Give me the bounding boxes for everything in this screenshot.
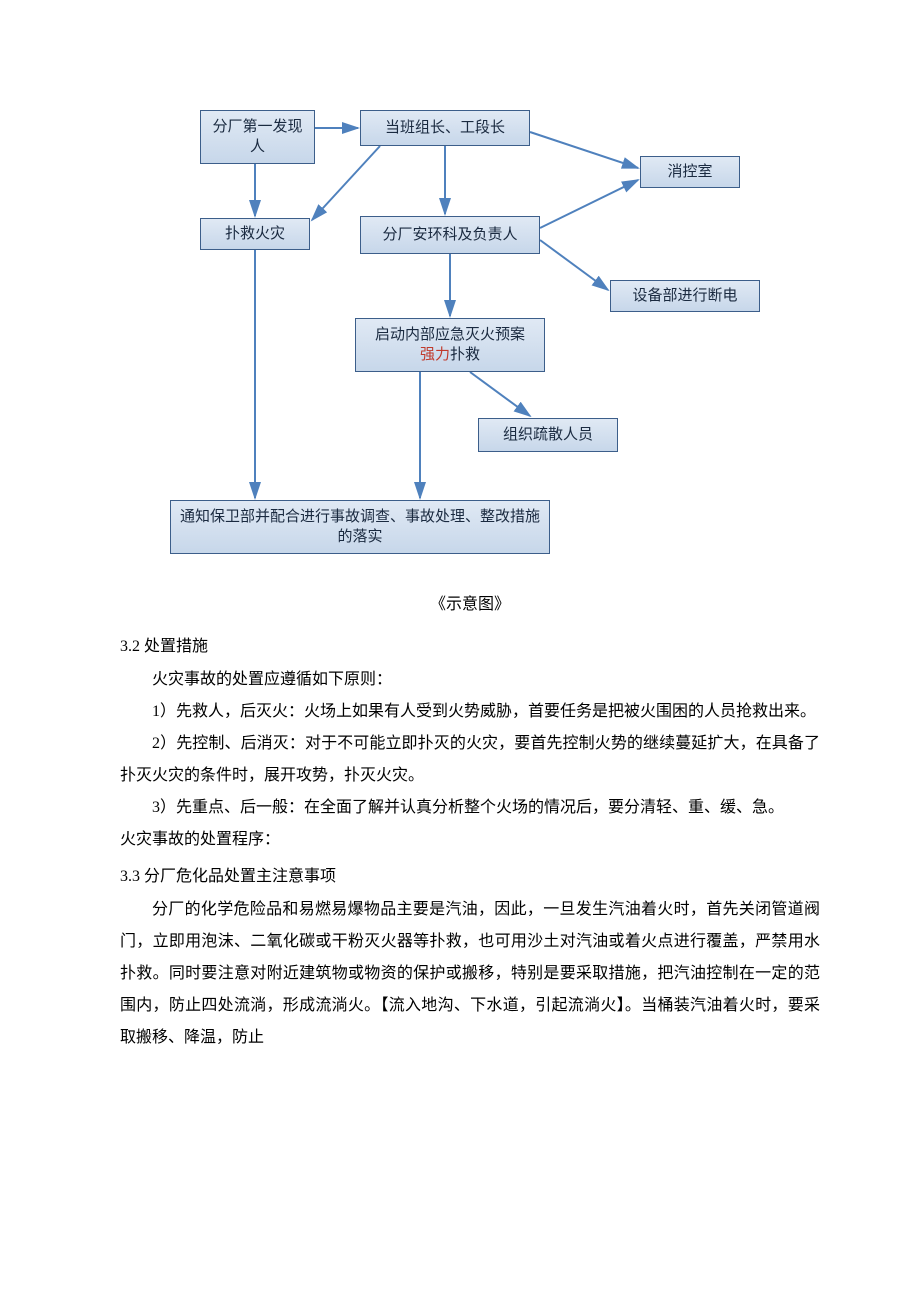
node-shift-leader: 当班组长、工段长 <box>360 110 530 146</box>
node-label: 组织疏散人员 <box>503 425 593 445</box>
flowchart-caption: 《示意图》 <box>120 590 820 614</box>
node-label: 启动内部应急灭火预案 强力扑救 <box>375 325 525 366</box>
node-label: 扑救火灾 <box>225 224 285 244</box>
node-notify-security: 通知保卫部并配合进行事故调查、事故处理、整改措施的落实 <box>170 500 550 554</box>
node-activate-plan: 启动内部应急灭火预案 强力扑救 <box>355 318 545 372</box>
node-line2-rest: 扑救 <box>450 347 480 363</box>
node-line1: 启动内部应急灭火预案 <box>375 327 525 343</box>
node-line2-red: 强力 <box>420 347 450 363</box>
node-label: 当班组长、工段长 <box>385 118 505 138</box>
paragraph: 1）先救人，后灭火：火场上如果有人受到火势威胁，首要任务是把被火围困的人员抢救出… <box>120 696 820 728</box>
paragraph: 火灾事故的处置应遵循如下原则： <box>120 664 820 696</box>
paragraph: 2）先控制、后消灭：对于不可能立即扑灭的火灾，要首先控制火势的继续蔓延扩大，在具… <box>120 728 820 792</box>
node-power-cutoff: 设备部进行断电 <box>610 280 760 312</box>
node-safety-env-dept: 分厂安环科及负责人 <box>360 216 540 254</box>
node-fight-fire: 扑救火灾 <box>200 218 310 250</box>
node-fire-control-room: 消控室 <box>640 156 740 188</box>
node-label: 通知保卫部并配合进行事故调查、事故处理、整改措施的落实 <box>177 507 543 548</box>
node-first-discoverer: 分厂第一发现人 <box>200 110 315 164</box>
node-label: 分厂安环科及负责人 <box>382 225 517 245</box>
paragraph: 分厂的化学危险品和易燃易爆物品主要是汽油，因此，一旦发生汽油着火时，首先关闭管道… <box>120 894 820 1054</box>
heading-3-2: 3.2 处置措施 <box>120 632 820 656</box>
paragraph: 3）先重点、后一般：在全面了解并认真分析整个火场的情况后，要分清轻、重、缓、急。 <box>120 792 820 824</box>
heading-3-3: 3.3 分厂危化品处置主注意事项 <box>120 862 820 886</box>
node-label: 消控室 <box>667 162 712 182</box>
paragraph: 火灾事故的处置程序： <box>120 824 820 856</box>
node-label: 设备部进行断电 <box>632 286 737 306</box>
flowchart: 分厂第一发现人 当班组长、工段长 消控室 扑救火灾 分厂安环科及负责人 设备部进… <box>160 100 820 580</box>
node-label: 分厂第一发现人 <box>207 117 308 158</box>
node-evacuate: 组织疏散人员 <box>478 418 618 452</box>
